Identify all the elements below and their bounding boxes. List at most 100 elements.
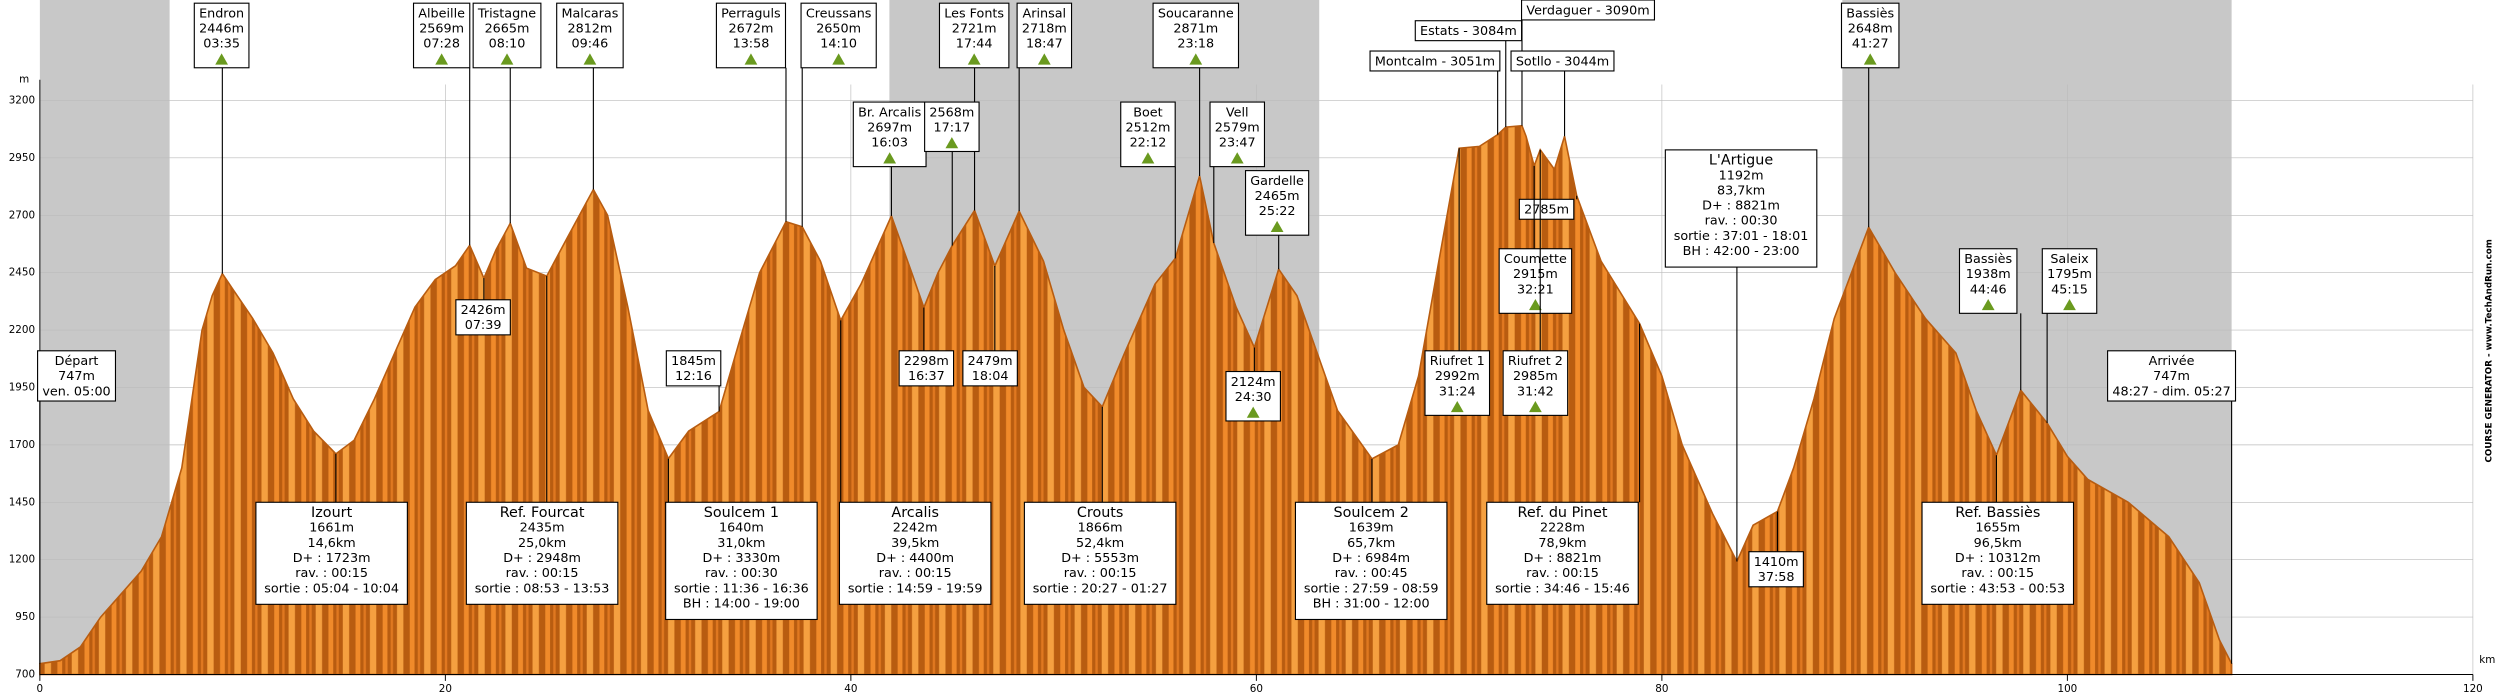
annotation-text: Coumette (1504, 252, 1567, 267)
annotation-text: 2697m (867, 120, 912, 135)
annotation-text: Crouts (1077, 505, 1124, 521)
annotation-text: Verdaguer - 3090m (1526, 3, 1649, 18)
annotation-text: sortie : 37:01 - 18:01 (1674, 229, 1809, 244)
annotation-text: 2672m (729, 22, 774, 37)
annotation-text: 39,5km (891, 536, 939, 551)
annotation-text: 25:22 (1259, 204, 1296, 219)
annotation-box (37, 350, 117, 402)
y-tick-label: 2950 (9, 152, 35, 164)
annotation-text: 2812m (567, 22, 612, 37)
annotation-text: Arcalis (891, 505, 939, 521)
summit-icon (1037, 53, 1051, 65)
annotation-text: L'Artigue (1709, 153, 1773, 169)
annotation-text: Creussans (806, 6, 872, 21)
annotation-text: Arinsal (1023, 6, 1067, 21)
annotation-text: 24:30 (1235, 390, 1272, 405)
summit-icon (435, 53, 449, 65)
y-tick-label: 700 (15, 668, 35, 680)
annotation-text: 2665m (485, 22, 530, 37)
annotation-text: 2435m (520, 521, 565, 536)
annotation-text: Estats - 3084m (1420, 24, 1517, 39)
annotation-box (1498, 248, 1573, 314)
annotation-text: 14,6km (308, 536, 356, 551)
annotation-text: 25,0km (518, 536, 566, 551)
annotation-text: 22:12 (1130, 136, 1167, 151)
annotation-box (665, 501, 818, 621)
annotation-text: 2718m (1022, 22, 1067, 37)
annotation-text: 41:27 (1852, 37, 1889, 52)
annotation-text: 2785m (1524, 203, 1569, 218)
annotation-text: 2465m (1255, 189, 1300, 204)
annotation-text: 1640m (719, 521, 764, 536)
annotation-text: D+ : 4400m (876, 551, 954, 566)
annotation-text: Départ (55, 354, 99, 369)
annotation-text: rav. : 00:15 (295, 566, 368, 581)
annotation-text: 12:16 (675, 369, 712, 384)
annotation-text: BH : 14:00 - 19:00 (683, 596, 800, 611)
annotation-text: D+ : 8821m (1702, 199, 1780, 214)
summit-icon (744, 53, 758, 65)
annotation-text: 2568m (929, 105, 974, 120)
annotation-text: Albeille (418, 6, 465, 21)
annotation-text: 23:47 (1219, 136, 1256, 151)
annotation-text: sortie : 14:59 - 19:59 (848, 581, 983, 596)
annotation-text: D+ : 2948m (503, 551, 581, 566)
y-axis-label: m (19, 74, 29, 86)
annotation-text: 16:37 (908, 369, 945, 384)
annotation-box (838, 501, 992, 605)
annotation-text: 52,4km (1076, 536, 1124, 551)
summit-icon (1529, 401, 1542, 413)
annotation-text: Bassiès (1846, 6, 1894, 21)
annotation-text: ven. 05:00 (42, 384, 110, 399)
y-tick-label: 1450 (9, 496, 35, 508)
annotation-text: 96,5km (1974, 536, 2022, 551)
x-tick-label: 40 (844, 683, 857, 695)
annotation-text: D+ : 6984m (1332, 551, 1410, 566)
annotation-box (465, 501, 619, 605)
annotation-text: rav. : 00:30 (705, 566, 778, 581)
annotation-text: 2985m (1513, 369, 1558, 384)
annotation-text: 2650m (816, 22, 861, 37)
annotation-text: Malcaras (561, 6, 618, 21)
annotation-text: 1795m (2047, 267, 2092, 282)
annotation-text: 2569m (419, 22, 464, 37)
annotation-text: sortie : 27:59 - 08:59 (1304, 581, 1439, 596)
annotation-text: 1661m (309, 521, 354, 536)
annotation-text: sortie : 43:53 - 00:53 (1930, 581, 2065, 596)
summit-icon (1863, 53, 1877, 65)
annotation-text: rav. : 00:15 (1064, 566, 1137, 581)
annotation-text: 2124m (1231, 375, 1276, 390)
y-tick-label: 2200 (9, 324, 35, 336)
annotation-box (898, 350, 955, 387)
annotation-text: rav. : 00:15 (506, 566, 579, 581)
annotation-text: Bassiès (1964, 252, 2012, 267)
annotation-text: 45:15 (2051, 282, 2088, 297)
annotation-text: 747m (2153, 369, 2190, 384)
summit-icon (583, 53, 597, 65)
summit-icon (215, 53, 228, 65)
y-tick-label: 1700 (9, 439, 35, 451)
summit-icon (883, 152, 897, 164)
credit: COURSE GENERATOR - www.TechAndRun.com (2484, 239, 2494, 462)
y-tick-label: 1950 (9, 381, 35, 393)
annotation-text: 44:46 (1970, 282, 2007, 297)
annotation-text: 32:21 (1517, 282, 1554, 297)
annotation-text: 23:18 (1177, 37, 1214, 52)
summit-icon (945, 137, 959, 149)
y-tick-label: 3200 (9, 94, 35, 106)
annotation-box (665, 350, 722, 387)
annotation-text: Ref. Bassiès (1955, 505, 2040, 521)
annotation-text: Riufret 1 (1430, 354, 1485, 369)
summit-icon (1450, 401, 1464, 413)
annotation-text: 2242m (893, 521, 938, 536)
y-tick-label: 2450 (9, 267, 35, 279)
annotation-text: D+ : 8821m (1524, 551, 1602, 566)
annotation-text: 78,9km (1538, 536, 1586, 551)
annotation-text: 1866m (1078, 521, 1123, 536)
annotation-text: Ref. Fourcat (500, 505, 585, 521)
summit-icon (1230, 152, 1244, 164)
annotation-text: 31:42 (1517, 384, 1554, 399)
annotation-text: Vell (1226, 105, 1249, 120)
summit-icon (1141, 152, 1155, 164)
